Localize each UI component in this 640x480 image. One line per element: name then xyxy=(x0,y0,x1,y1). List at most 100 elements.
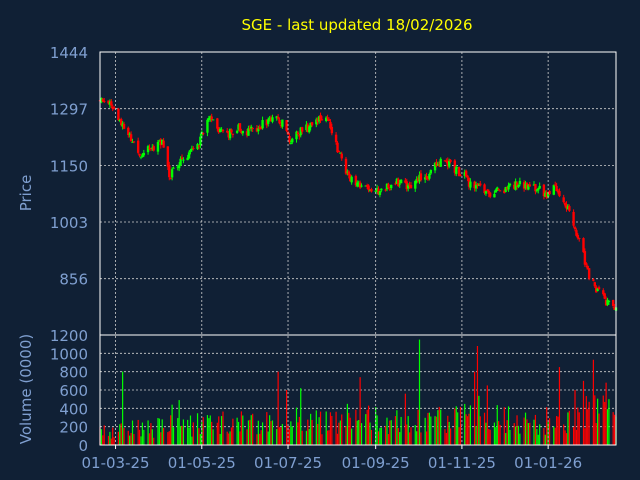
date-grid xyxy=(115,52,549,445)
volume-bar xyxy=(196,413,199,445)
candle-body xyxy=(507,185,510,190)
candle-body xyxy=(142,152,146,156)
candle-body xyxy=(129,134,133,142)
volume-bar xyxy=(537,434,539,445)
volume-bar xyxy=(430,416,432,445)
candle-body xyxy=(339,152,342,154)
volume-bar xyxy=(370,429,373,445)
candle-body xyxy=(384,189,387,191)
candle-body xyxy=(168,165,171,178)
candle-body xyxy=(118,120,121,122)
candle-body xyxy=(309,122,312,128)
volume-bar xyxy=(592,359,594,445)
volume-bar xyxy=(612,412,614,445)
date-tick-label: 01-09-25 xyxy=(342,454,410,472)
candle-body xyxy=(486,189,489,191)
candle-body xyxy=(602,290,605,295)
candle-body xyxy=(299,127,302,136)
candle-body xyxy=(320,119,324,121)
candle-body xyxy=(528,184,531,187)
volume-bar xyxy=(485,422,487,445)
volume-bar xyxy=(595,423,597,445)
volume-bar xyxy=(140,436,142,445)
volume-bar xyxy=(526,419,528,445)
volume-bar xyxy=(327,430,329,445)
candle-body xyxy=(573,227,577,230)
candle-body xyxy=(315,119,318,125)
volume-bar xyxy=(582,380,585,445)
candle-body xyxy=(324,117,328,121)
volume-bar xyxy=(399,432,401,445)
candle-body xyxy=(456,167,459,169)
volume-bar xyxy=(109,431,111,445)
volume-bar xyxy=(249,419,251,445)
candle-body xyxy=(562,197,565,203)
volume-bar xyxy=(192,422,194,445)
candle-body xyxy=(436,164,440,166)
volume-bar xyxy=(416,431,418,445)
candle-body xyxy=(544,192,547,197)
price-tick-label: 1297 xyxy=(50,101,88,119)
volume-bar xyxy=(469,405,471,445)
volume-bar xyxy=(407,416,409,445)
candle-body xyxy=(319,114,322,121)
candle-body xyxy=(295,131,298,140)
candle-body xyxy=(606,300,609,305)
price-axis: 1444 1297 1150 1003 856 xyxy=(50,44,88,289)
candle-body xyxy=(476,184,479,186)
candle-body xyxy=(170,169,174,178)
volume-bar xyxy=(336,433,339,445)
candle-body xyxy=(196,144,199,149)
volume-bar xyxy=(117,431,119,445)
candle-body xyxy=(131,141,134,143)
volume-bar xyxy=(440,409,442,445)
candle-body xyxy=(211,119,215,121)
candle-body xyxy=(327,119,331,122)
candle-body xyxy=(326,117,329,119)
volume-bar xyxy=(143,429,145,445)
volume-bar xyxy=(295,407,298,445)
candle-body xyxy=(415,178,418,183)
volume-bar xyxy=(328,430,330,445)
candle-body xyxy=(151,147,154,149)
volume-bar xyxy=(368,405,370,445)
volume-bar xyxy=(523,417,525,445)
candle-body xyxy=(245,131,249,136)
candle-body xyxy=(121,123,124,127)
volume-bar xyxy=(239,431,241,445)
candle-body xyxy=(146,146,150,153)
volume-bar xyxy=(167,432,169,445)
candle-body xyxy=(255,128,259,132)
volume-bar xyxy=(418,339,421,445)
volume-bar xyxy=(122,371,124,445)
volume-bar xyxy=(230,427,233,445)
volume-bar xyxy=(298,416,300,445)
volume-bar xyxy=(346,403,348,445)
candle-body xyxy=(446,160,449,167)
candle-body xyxy=(367,185,370,191)
candle-body xyxy=(156,141,160,152)
candle-body xyxy=(603,293,606,299)
volume-bar xyxy=(564,430,566,445)
volume-bar xyxy=(325,411,327,445)
candle-body xyxy=(268,117,271,120)
volume-bar xyxy=(270,421,272,445)
volume-bar xyxy=(216,422,218,445)
candle-body xyxy=(216,118,219,129)
volume-bar xyxy=(386,417,388,445)
candle-body xyxy=(187,152,191,159)
chart-title: SGE - last updated 18/02/2026 xyxy=(242,16,473,34)
candle-body xyxy=(515,182,519,187)
candle-body xyxy=(337,150,341,152)
volume-bar xyxy=(524,412,527,445)
candle-body xyxy=(449,160,452,162)
volume-bar xyxy=(160,432,162,445)
candle-body xyxy=(221,130,225,132)
candle-body xyxy=(261,120,264,129)
candle-body xyxy=(247,128,250,136)
volume-tick-label: 600 xyxy=(59,382,88,400)
volume-bar xyxy=(287,425,289,445)
volume-bar xyxy=(281,423,283,445)
candle-body xyxy=(575,230,578,236)
candle-body xyxy=(207,118,211,121)
